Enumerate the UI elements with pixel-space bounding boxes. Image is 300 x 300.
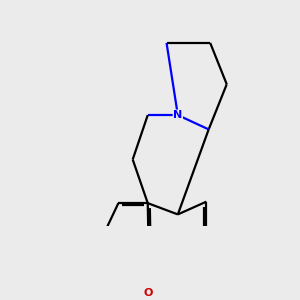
Text: N: N	[173, 110, 182, 120]
Text: O: O	[144, 288, 153, 298]
